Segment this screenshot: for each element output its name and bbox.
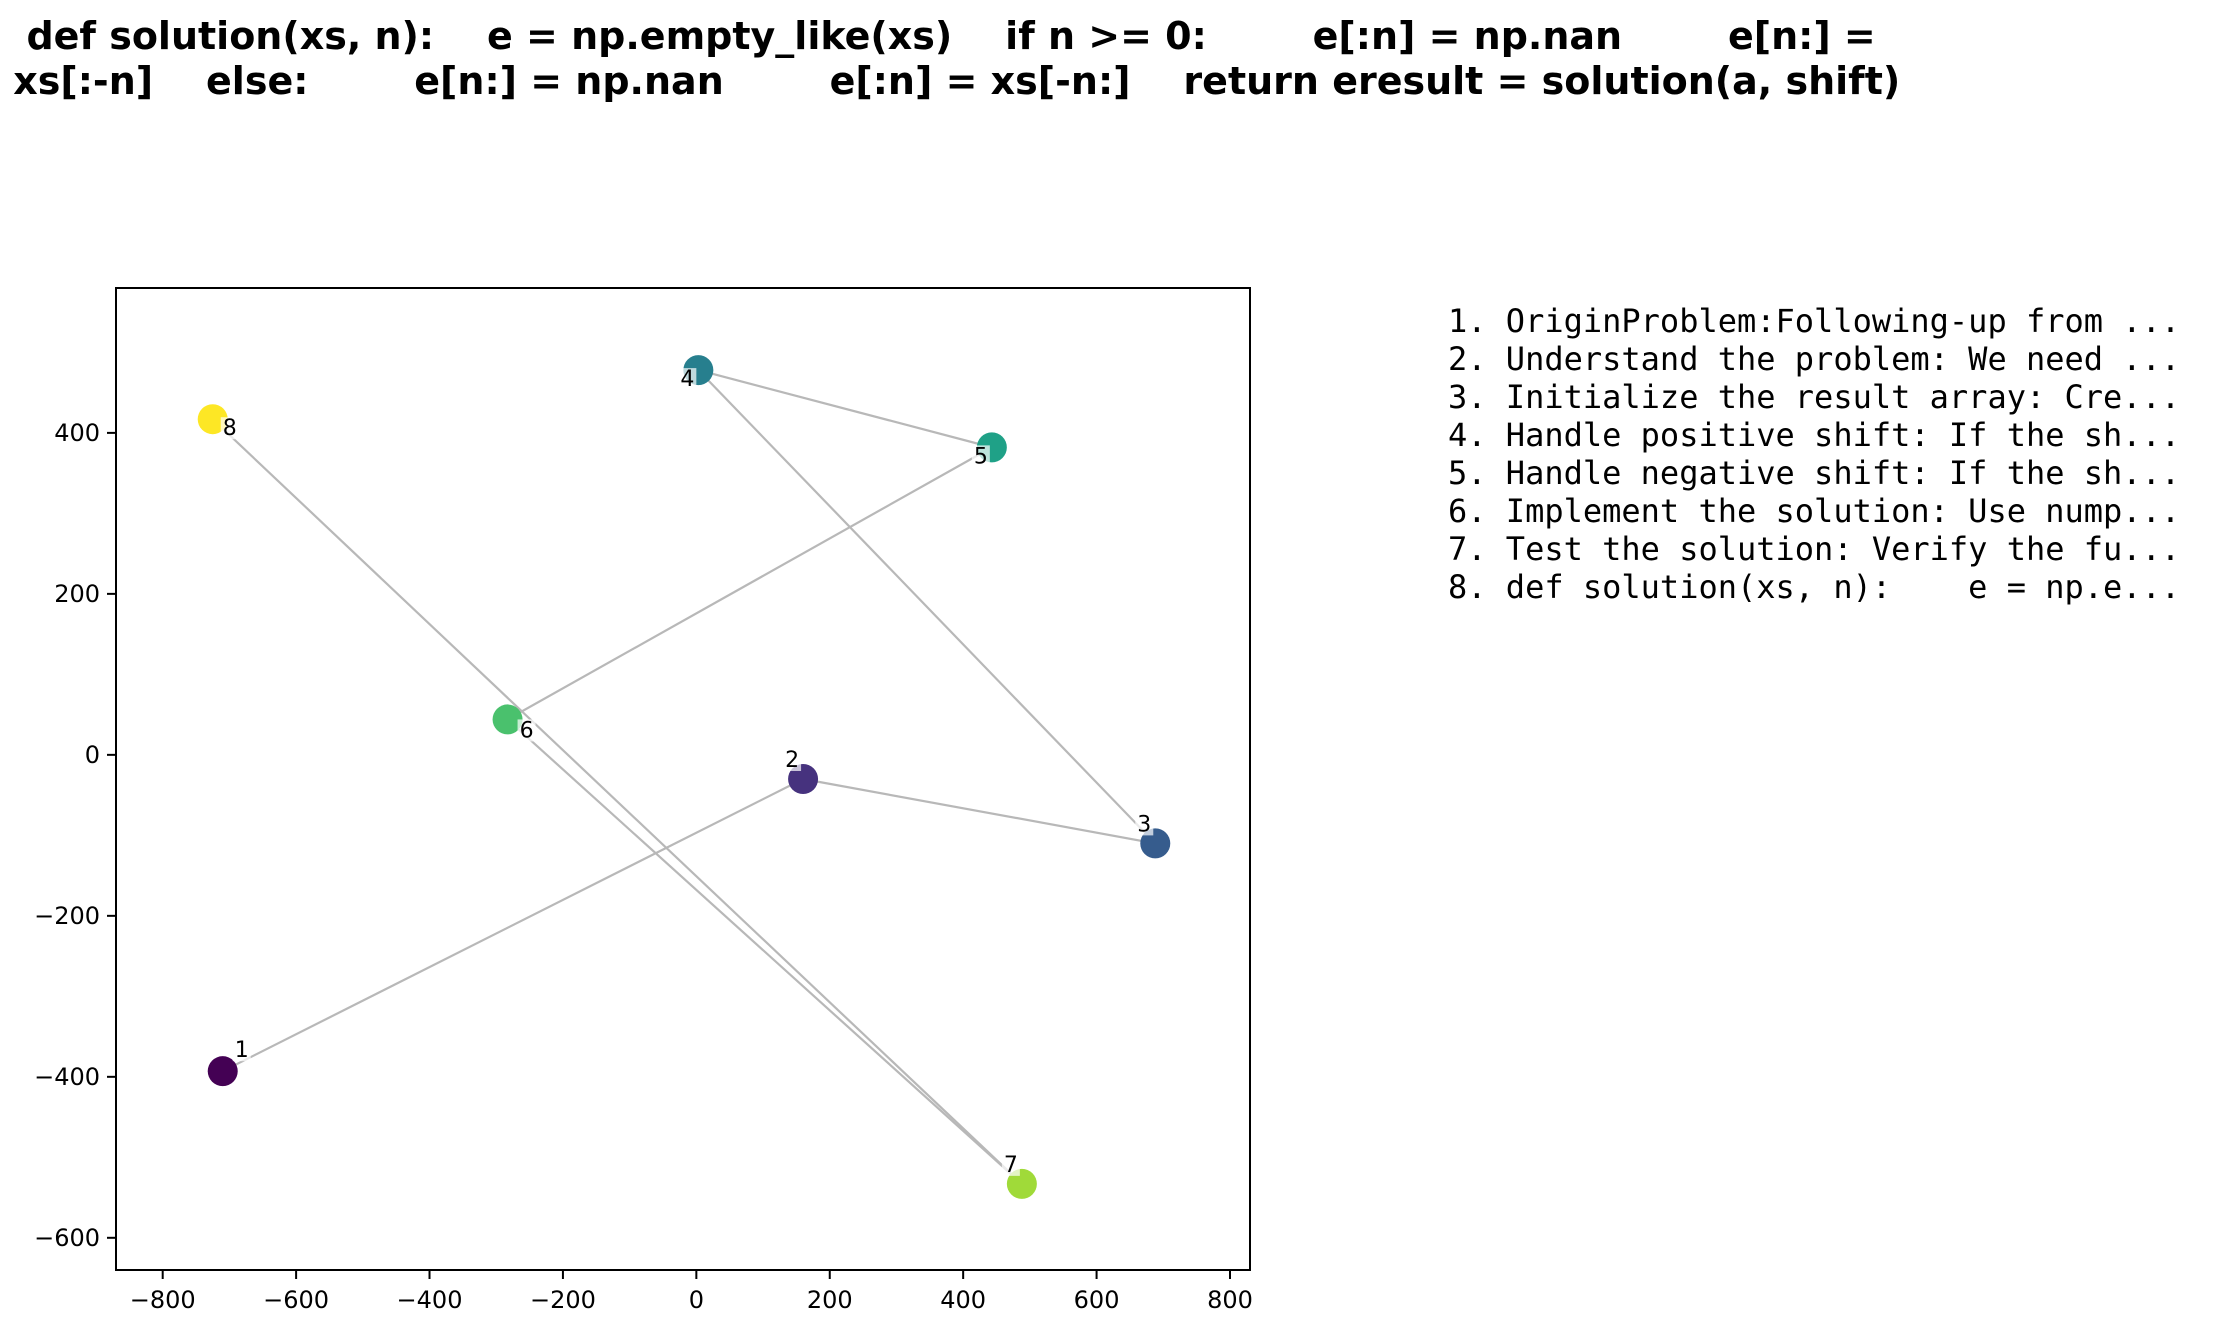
x-tick-label--800: −800 xyxy=(130,1286,196,1314)
data-label-bg-8 xyxy=(220,417,239,440)
data-label-4: 4 xyxy=(680,367,694,392)
legend-step-5: 5. Handle negative shift: If the sh... xyxy=(1448,454,2181,492)
data-label-6: 6 xyxy=(520,718,534,743)
data-label-2: 2 xyxy=(785,748,799,773)
x-tick-label-400: 400 xyxy=(940,1286,986,1314)
y-tick-label--200: −200 xyxy=(34,902,100,930)
steps-legend: 1. OriginProblem:Following-up from ... 2… xyxy=(1448,302,2180,606)
y-tick-label-200: 200 xyxy=(54,580,100,608)
legend-step-2: 2. Understand the problem: We need ... xyxy=(1448,340,2181,378)
y-tick-label-0: 0 xyxy=(85,741,100,769)
legend-step-8: 8. def solution(xs, n): e = np.e... xyxy=(1448,568,2181,606)
plot-frame xyxy=(115,287,1251,1271)
chart-title-line-1: def solution(xs, n): e = np.empty_like(x… xyxy=(0,14,1876,58)
x-tick-label-800: 800 xyxy=(1207,1286,1253,1314)
data-point-8 xyxy=(197,404,228,435)
legend-step-7: 7. Test the solution: Verify the fu... xyxy=(1448,530,2181,568)
data-point-1 xyxy=(207,1056,238,1087)
data-label-bg-1 xyxy=(232,1039,251,1062)
connector-line-7-8 xyxy=(211,418,1023,1185)
data-point-2 xyxy=(788,764,819,794)
connector-line-2-3 xyxy=(802,777,1156,845)
legend-step-3: 3. Initialize the result array: Cre... xyxy=(1448,378,2181,416)
data-label-bg-4 xyxy=(678,368,697,391)
legend-step-4: 4. Handle positive shift: If the sh... xyxy=(1448,416,2181,454)
legend-step-1: 1. OriginProblem:Following-up from ... xyxy=(1448,302,2181,340)
y-tick-label--600: −600 xyxy=(34,1224,100,1252)
data-label-8: 8 xyxy=(223,416,237,441)
data-point-3 xyxy=(1140,828,1171,859)
chart-title-line-2: xs[:-n] else: e[n:] = np.nan e[:n] = xs[… xyxy=(0,59,1901,103)
x-tick-label-200: 200 xyxy=(807,1286,853,1314)
data-label-bg-7 xyxy=(1001,1153,1020,1176)
data-label-bg-6 xyxy=(517,719,536,742)
x-tick-label-600: 600 xyxy=(1074,1286,1120,1314)
connector-line-3-4 xyxy=(697,369,1157,845)
data-label-3: 3 xyxy=(1137,812,1151,837)
connector-line-1-2 xyxy=(222,778,804,1073)
x-tick-label--600: −600 xyxy=(263,1286,329,1314)
x-tick-label--200: −200 xyxy=(530,1286,596,1314)
connector-line-4-5 xyxy=(698,369,993,449)
legend-step-6: 6. Implement the solution: Use nump... xyxy=(1448,492,2181,530)
connector-line-6-7 xyxy=(506,718,1023,1185)
y-tick-label-400: 400 xyxy=(54,419,100,447)
data-label-1: 1 xyxy=(235,1038,249,1063)
y-tick-label--400: −400 xyxy=(34,1063,100,1091)
data-label-bg-5 xyxy=(971,445,990,468)
chart-title: def solution(xs, n): e = np.empty_like(x… xyxy=(0,14,2228,104)
x-tick-label-0: 0 xyxy=(689,1286,704,1314)
data-label-bg-3 xyxy=(1135,813,1154,836)
data-label-7: 7 xyxy=(1004,1153,1018,1178)
data-point-6 xyxy=(492,704,523,735)
connector-line-5-6 xyxy=(507,446,993,721)
data-label-5: 5 xyxy=(974,444,988,469)
data-label-bg-2 xyxy=(783,749,802,771)
data-point-7 xyxy=(1006,1168,1037,1199)
x-tick-label--400: −400 xyxy=(397,1286,463,1314)
